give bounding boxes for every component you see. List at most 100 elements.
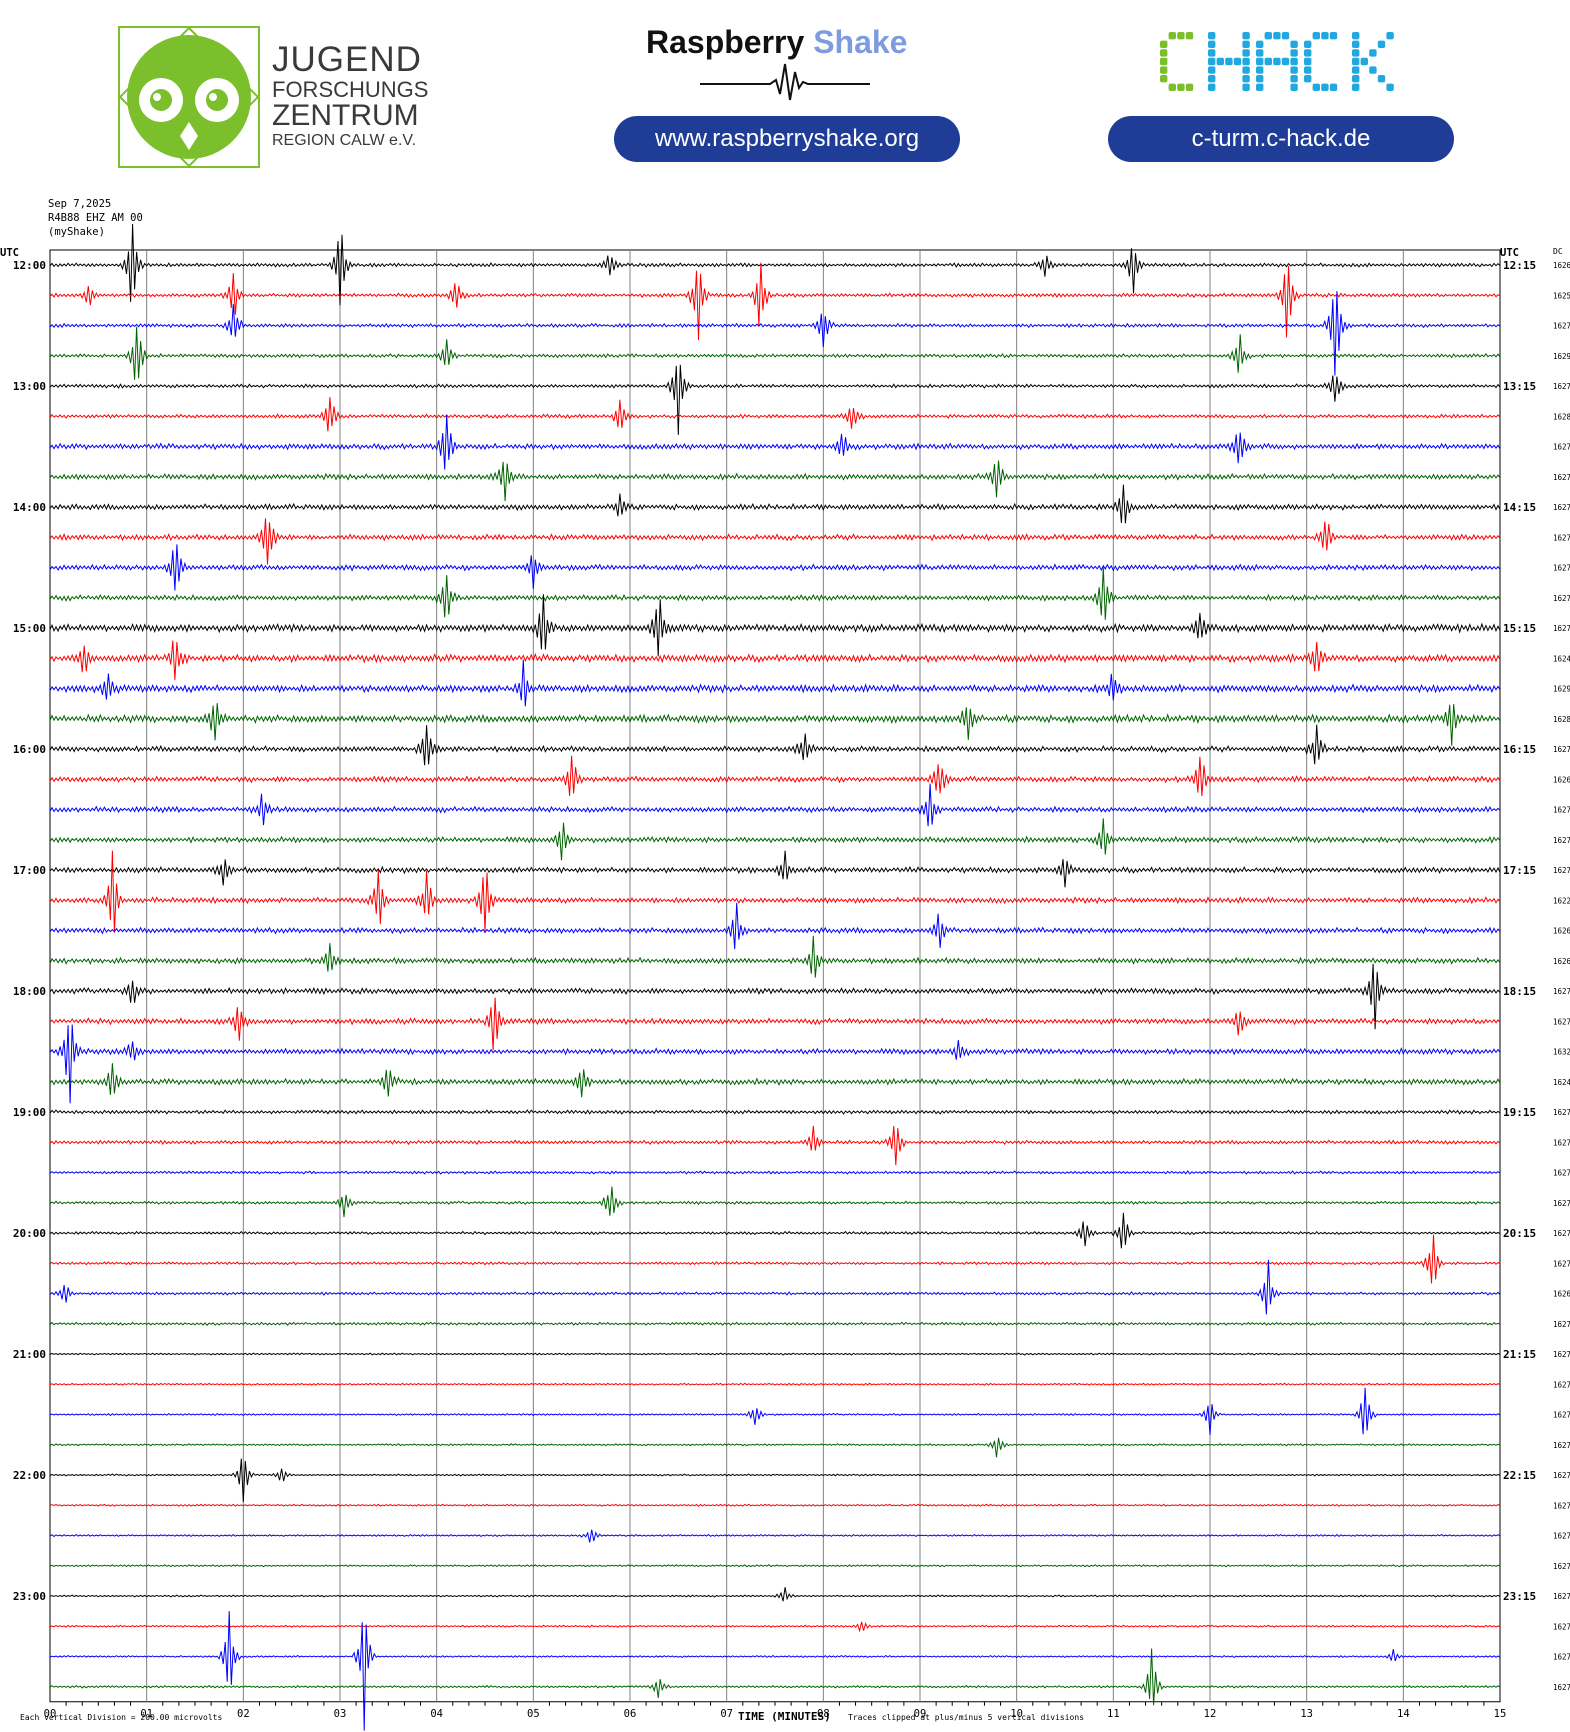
chack-logo-dot [1208,75,1216,83]
chack-logo-dot [1177,83,1185,91]
dc-value: 16274 [1553,836,1570,845]
dc-value: 16272 [1553,1169,1570,1178]
trace-line [49,1621,1501,1633]
chack-logo-dot [1160,75,1168,83]
chack-logo-dot [1304,57,1312,66]
chack-logo-dot [1386,32,1394,40]
x-tick-label: 14 [1397,1708,1410,1720]
dc-value: 16266 [1553,775,1570,784]
station-network: (myShake) [48,226,105,238]
chack-logo-dot [1352,75,1360,83]
jfz-line-3: ZENTRUM [272,99,419,132]
hour-label-right: 21:15 [1503,1348,1536,1361]
jfz-line-4: REGION CALW e.V. [272,132,417,149]
hour-label-left: 15:00 [13,622,46,635]
station-channel: R4B88 EHZ AM 00 [48,212,143,224]
trace-line [49,659,1501,707]
x-tick-label: 05 [527,1708,540,1720]
dc-value: 16274 [1553,1199,1570,1208]
dc-value: 16276 [1553,382,1570,391]
trace-line [49,1382,1501,1386]
rs-name-b: Shake [813,24,908,60]
jfz-line-2: FORSCHUNGS [272,77,429,102]
x-tick-label: 15 [1494,1708,1507,1720]
dc-value: 16282 [1553,412,1570,421]
trace-line [49,850,1501,888]
dc-value: 16253 [1553,291,1570,300]
chack-logo-dot [1304,49,1312,57]
dc-value: 16273 [1553,1350,1570,1359]
hour-label-right: 14:15 [1503,501,1536,514]
chack-logo-dot [1352,32,1360,40]
hour-label-right: 18:15 [1503,985,1536,998]
dc-value: 16279 [1553,533,1570,542]
chack-logo-dot [1256,57,1264,66]
dc-value: 16275 [1553,1562,1570,1571]
hour-label-right: 15:15 [1503,622,1536,635]
chack-logo-dot [1290,83,1298,91]
chack-logo-dot [1352,49,1360,57]
trace-line [49,1212,1501,1249]
station-date: Sep 7,2025 [48,198,111,210]
dc-value: 16274 [1553,1411,1570,1420]
trace-line [49,544,1501,591]
dc-value: 16275 [1553,1441,1570,1450]
trace-line [49,935,1501,978]
x-tick-label: 06 [624,1708,637,1720]
hour-label-left: 14:00 [13,501,46,514]
chack-logo-dot [1160,40,1168,48]
trace-line [49,1170,1501,1175]
hour-label-left: 12:00 [13,259,46,272]
helicorder-chart: Sep 7,2025 R4B88 EHZ AM 00 (myShake) UTC… [0,198,1570,1731]
chack-logo-dot [1352,57,1360,66]
chack-logo-dot [1177,32,1185,40]
trace-line [49,223,1501,306]
chack-logo-dot [1225,57,1233,66]
trace-line [49,1321,1501,1326]
trace-line [49,1587,1501,1602]
trace-line [49,414,1501,470]
chack-logo-dot [1312,32,1320,40]
chack-logo-dot [1242,32,1250,40]
hour-label-left: 21:00 [13,1348,46,1361]
trace-line [49,1503,1501,1507]
chack-url-button[interactable]: c-turm.c-hack.de [1108,116,1454,162]
trace-line [49,364,1501,435]
chack-logo-dot [1290,57,1298,66]
chack-logo-dot [1160,66,1168,74]
dc-value: 16247 [1553,1078,1570,1087]
dc-value: 16276 [1553,473,1570,482]
dc-value: 16294 [1553,685,1570,694]
chack-logo-dot [1233,57,1242,66]
chack-logo-dot [1216,57,1224,66]
chack-logo-dot [1256,40,1264,48]
trace-line [49,1352,1501,1356]
trace-line [49,724,1501,766]
chack-logo-dot [1256,83,1264,91]
dc-value: 16244 [1553,654,1570,663]
dc-value: 16277 [1553,443,1570,452]
x-axis-label: TIME (MINUTES) [738,1710,831,1723]
dc-value: 16273 [1553,1229,1570,1238]
hour-label-left: 20:00 [13,1227,46,1240]
axis-labels: 12:00 13:00 14:00 15:00 16:00 17:00 18:00 19:00… [13,259,1570,1720]
hour-label-left: 19:00 [13,1106,46,1119]
raspberry-shake-title: Raspberry Shake [646,24,907,61]
owl-logo-icon [118,26,260,168]
trace-line [49,703,1501,746]
chack-logo-dot [1264,32,1272,40]
chack-logo-dot [1242,49,1250,57]
dc-value: 16276 [1553,1653,1570,1662]
jfz-name: JUGEND FORSCHUNGS ZENTRUM REGION CALW e.… [272,42,428,149]
chack-logo-dot [1304,66,1312,74]
left-axis-label: UTC [0,247,19,259]
trace-line [49,1234,1501,1284]
chack-logo-dot [1273,32,1281,40]
trace-line [49,460,1501,502]
chack-logo-dot [1377,75,1386,83]
raspberryshake-url-button[interactable]: www.raspberryshake.org [614,116,960,162]
chack-logo-dot [1329,32,1338,40]
